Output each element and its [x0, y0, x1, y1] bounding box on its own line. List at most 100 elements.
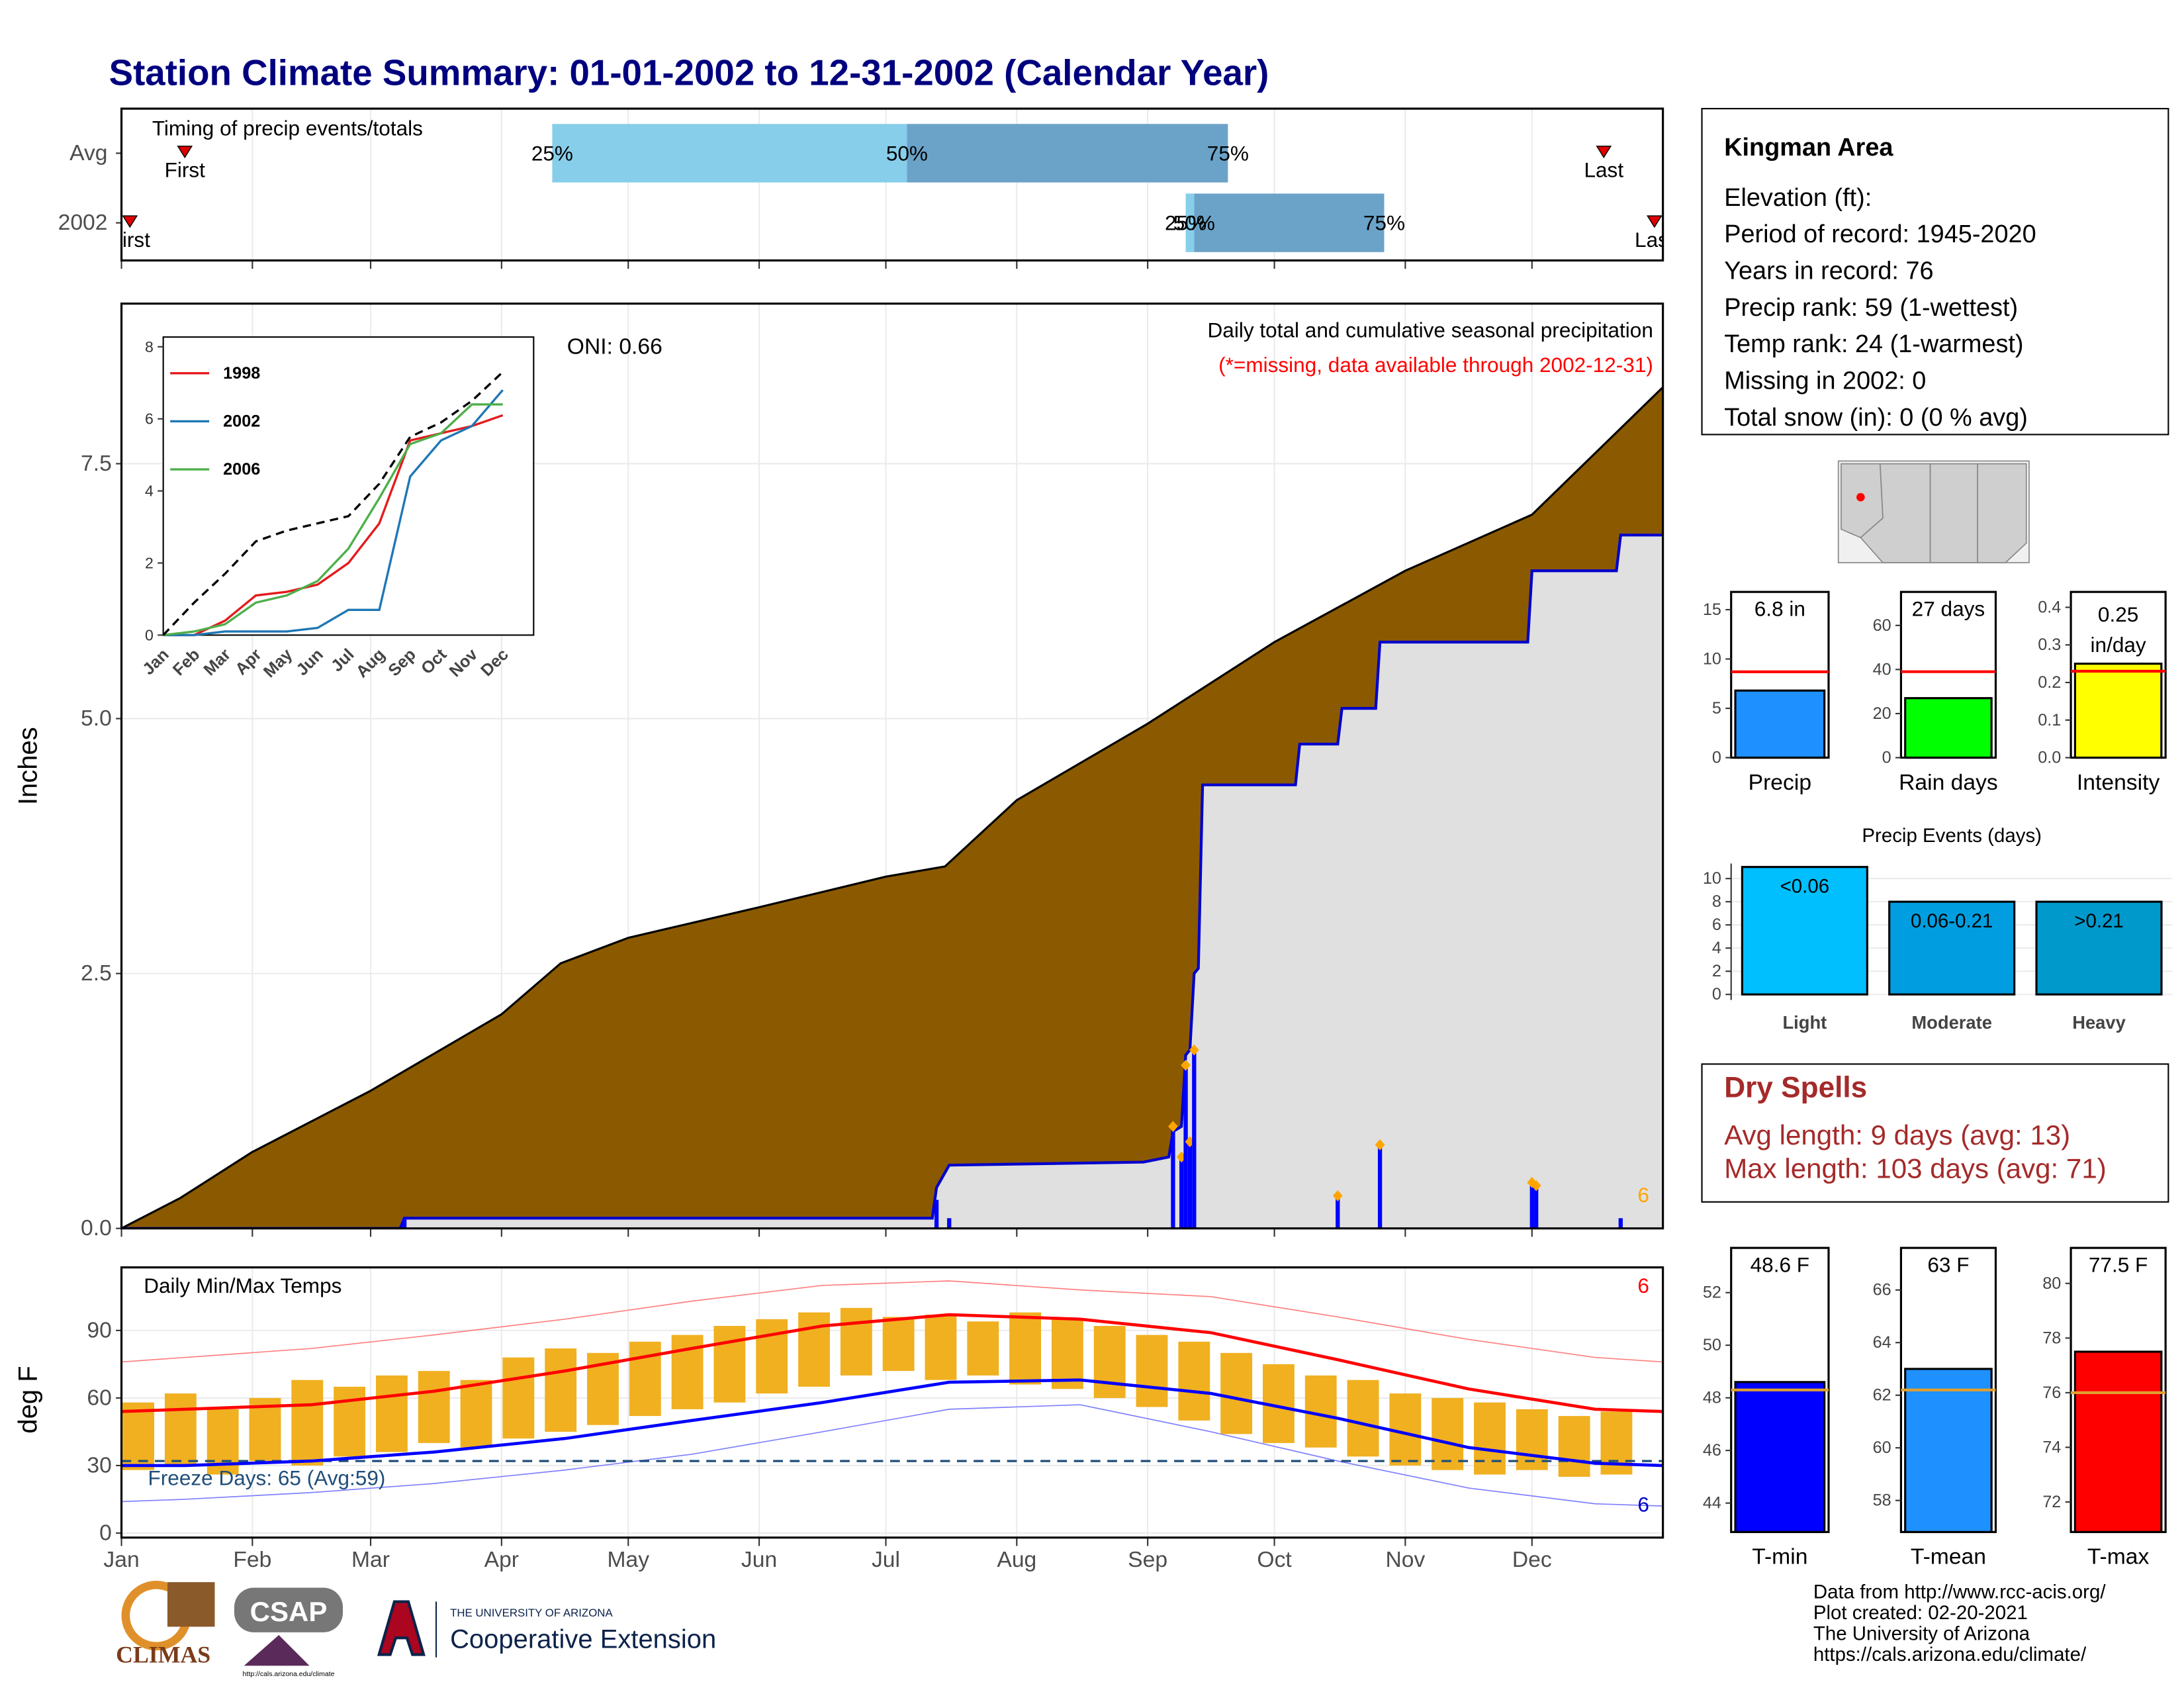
y-tick-label: 78	[2042, 1329, 2061, 1347]
credit-line: The University of Arizona	[1813, 1622, 2030, 1644]
event-marker	[1596, 146, 1612, 159]
dry-spells-line: Avg length: 9 days (avg: 13)	[1724, 1119, 2070, 1150]
value-label: 63 F	[1927, 1252, 1969, 1276]
y-axis-label: deg F	[14, 1366, 43, 1433]
y-tick-label: 15	[1703, 600, 1721, 619]
normal-line	[121, 1313, 1663, 1413]
daily-range-bar	[925, 1315, 957, 1380]
value-label: <0.06	[1780, 876, 1830, 898]
y-tick-label: 74	[2042, 1438, 2061, 1456]
csap-mountain	[244, 1635, 310, 1666]
daily-bar	[1529, 1182, 1534, 1229]
y-tick-label: 5	[1712, 699, 1721, 718]
daily-range-bar	[502, 1357, 535, 1439]
bar	[1734, 1381, 1826, 1533]
daily-range-bar	[1432, 1397, 1464, 1470]
y-tick-label: 6	[1712, 915, 1721, 934]
y-tick-label: 62	[1873, 1386, 1891, 1405]
daily-range-bar	[460, 1380, 492, 1448]
daily-range-bar	[1474, 1402, 1506, 1475]
y-tick-label: 66	[1873, 1281, 1891, 1299]
y-tick-label: 50	[1703, 1336, 1721, 1354]
daily-marker	[1189, 1044, 1199, 1056]
plot-frame	[120, 1266, 1664, 1539]
daily-bar	[1192, 1050, 1197, 1229]
y-tick-label: 40	[1873, 660, 1891, 679]
y-axis-label: Inches	[14, 727, 43, 805]
record-line	[121, 1280, 1663, 1363]
x-axis-label: Precip	[1749, 771, 1811, 795]
year-line	[121, 534, 1663, 1229]
daily-range-bar	[1009, 1312, 1042, 1385]
y-tick-label: 0.2	[2038, 673, 2061, 692]
daily-range-bar	[840, 1307, 872, 1376]
record-line	[121, 1404, 1663, 1507]
quartile-label: 75%	[1207, 141, 1249, 165]
y-tick-label: 10	[1703, 869, 1721, 888]
panel-title: Daily total and cumulative seasonal prec…	[1208, 318, 1653, 342]
y-tick-label: 0	[1882, 749, 1891, 767]
legend-label: 2006	[223, 460, 260, 479]
daily-range-bar	[1347, 1380, 1379, 1457]
x-tick-label: Apr	[484, 1548, 519, 1572]
value-label: 6.8 in	[1754, 596, 1805, 620]
info-line: Elevation (ft):	[1724, 184, 1872, 212]
y-tick-label: 58	[1873, 1491, 1891, 1510]
climas-text: CLIMAS	[116, 1642, 210, 1668]
quartile-bar	[552, 124, 907, 183]
panel-title: Precip Events (days)	[1862, 825, 2042, 847]
inset-background	[162, 336, 535, 636]
y-tick-label: 0.0	[81, 1216, 112, 1241]
y-tick-label: 60	[87, 1385, 111, 1410]
y-tick-label: 4	[1712, 939, 1721, 957]
daily-bar	[1534, 1186, 1539, 1229]
daily-marker	[1332, 1190, 1343, 1201]
x-tick-label: Oct	[1257, 1548, 1292, 1572]
value-label: >0.21	[2074, 910, 2124, 932]
info-line: Period of record: 1945-2020	[1724, 220, 2036, 248]
y-tick-label: 8	[1712, 892, 1721, 911]
x-tick-label: Jan	[103, 1548, 139, 1572]
daily-marker	[1375, 1139, 1385, 1150]
bar	[2035, 900, 2163, 996]
csap-text: CSAP	[250, 1596, 328, 1627]
value-label: 77.5 F	[2089, 1252, 2148, 1276]
y-tick-label: 2	[1712, 962, 1721, 980]
quartile-label: 25%	[1165, 211, 1206, 235]
ua-text: THE UNIVERSITY OF ARIZONA	[450, 1607, 613, 1619]
event-label: First	[165, 158, 206, 182]
x-axis-label: Rain days	[1899, 771, 1998, 795]
daily-bar	[947, 1218, 952, 1229]
y-tick-label: 5.0	[81, 706, 112, 731]
y-tick-label: 90	[87, 1318, 111, 1342]
y-tick-label: 76	[2042, 1383, 2061, 1402]
map-state	[1977, 463, 2027, 563]
legend-label: 1998	[223, 364, 260, 383]
series-line	[163, 414, 504, 637]
value-label: 48.6 F	[1751, 1252, 1809, 1276]
temp-plot	[121, 1280, 1663, 1507]
daily-range-bar	[967, 1321, 999, 1376]
daily-range-bar	[1051, 1319, 1083, 1389]
daily-range-bar	[418, 1371, 450, 1443]
daily-range-bar	[545, 1348, 577, 1432]
value-label: 0.06-0.21	[1911, 910, 1993, 932]
dry-spells-line: Max length: 103 days (avg: 71)	[1724, 1153, 2107, 1184]
bar	[1904, 1368, 1993, 1533]
legend-label: 2002	[223, 412, 260, 430]
event-marker	[1647, 215, 1662, 228]
y-tick-label: 64	[1873, 1333, 1891, 1352]
quartile-bar	[907, 124, 1228, 183]
info-line: Precip rank: 59 (1-wettest)	[1724, 294, 2018, 322]
extension-text: Cooperative Extension	[450, 1624, 716, 1654]
daily-range-bar	[249, 1397, 281, 1462]
ua-mark	[377, 1600, 426, 1656]
daily-range-bar	[882, 1317, 915, 1372]
count-label: 6	[1637, 1183, 1649, 1207]
climas-mark	[167, 1582, 215, 1627]
y-tick-label: 60	[1873, 1438, 1891, 1457]
daily-range-bar	[164, 1393, 197, 1466]
daily-range-bar	[1220, 1352, 1253, 1434]
bar	[2073, 1350, 2163, 1533]
